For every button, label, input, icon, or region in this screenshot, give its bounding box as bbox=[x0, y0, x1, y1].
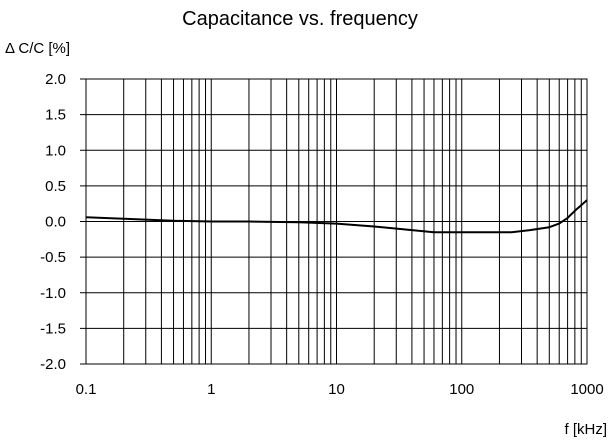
y-tick-label: 1.0 bbox=[45, 142, 66, 159]
series bbox=[85, 199, 588, 234]
x-tick-label: 100 bbox=[449, 381, 474, 398]
y-tick-label: -1.0 bbox=[40, 285, 66, 302]
y-tick-label: 2.0 bbox=[45, 71, 66, 88]
y-tick-label: 0.5 bbox=[45, 178, 66, 195]
x-axis-label: f [kHz] bbox=[564, 421, 607, 438]
y-tick-label: 1.5 bbox=[45, 107, 66, 124]
x-tick-label: 1000 bbox=[570, 381, 603, 398]
plot-frame bbox=[85, 78, 588, 365]
x-tick-label: 0.1 bbox=[76, 381, 97, 398]
x-tick-label: 1 bbox=[207, 381, 215, 398]
y-axis-label: Δ C/C [%] bbox=[5, 40, 70, 57]
tick-labels: 2.0 1.5 1.0 0.5 0.0 -0.5 -1.0 -1.5 -2.0 0.1 1 10 100… bbox=[40, 71, 604, 398]
x-tick-label: 10 bbox=[328, 381, 345, 398]
y-tick-label: -0.5 bbox=[40, 249, 66, 266]
chart-title: Capacitance vs. frequency bbox=[182, 8, 418, 30]
y-tick-label: 0.0 bbox=[45, 214, 66, 231]
y-tick-label: -1.5 bbox=[40, 320, 66, 337]
y-tick-label: -2.0 bbox=[40, 356, 66, 373]
grid bbox=[86, 79, 587, 364]
capacitance-series-line bbox=[85, 199, 588, 234]
